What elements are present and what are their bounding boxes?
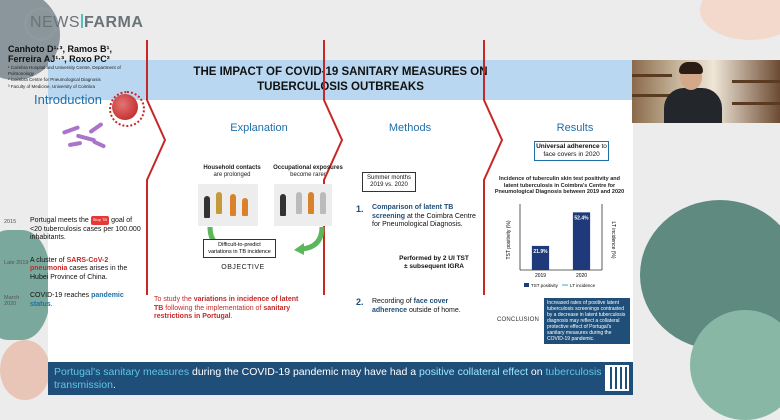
methods-item-1-sub: Performed by 2 UI TST ± subsequent IGRA [399,255,469,270]
timeline-year: Late 2019 [4,259,29,266]
logo-part2: FARMA [84,14,144,31]
methods-title: Methods [388,122,432,134]
household-label: Household contacts are prolonged [203,165,261,178]
results-bar-chart: TST positivity (%) LT incidence (%) 21.9… [506,204,616,288]
webcam-video-feed [632,60,780,123]
results-title: Results [556,122,594,134]
introduction-title: Introduction [34,92,102,107]
timeline-text: Portugal meets the Stop TB goal of <20 t… [30,216,141,241]
qr-code-icon[interactable] [605,365,629,391]
decor-circle-bottom-left [0,340,50,400]
stoptb-logo: Stop TB [90,216,110,225]
chart-bar-2019 [531,245,550,270]
methods-item-1-number: 1. [356,204,364,214]
legend-swatch-bar [524,283,529,287]
logo-separator [81,14,83,28]
chart-ylabel-left: TST positivity (%) [506,220,512,259]
speaker-hair [679,62,703,74]
newsfarma-logo: NEWS FARMA [24,7,143,41]
person-icon [320,192,326,214]
timeline-text: A cluster of SARS-CoV-2 pneumonia cases … [30,256,128,281]
affiliation-1: ¹ Coimbra Hospital and University Centre… [8,65,121,76]
universal-adherence-box: Universal adherence to face covers in 20… [534,141,609,161]
timeline-item: Late 2019 A cluster of SARS-CoV-2 pneumo… [4,257,144,283]
methods-item-2-number: 2. [356,297,364,307]
intro-timeline: 2015 Portugal meets the Stop TB goal of … [4,150,144,319]
speaker-torso [664,88,722,123]
poster-title-line2: TUBERCULOSIS OUTBREAKS [257,81,424,93]
coronavirus-icon [109,91,145,127]
authors-line1: Canhoto D¹·³, Ramos B¹, [8,44,112,54]
section-divider-1 [146,40,167,295]
conclusion-box: Increased rates of positive latent tuber… [544,298,630,344]
methods-item-2: Recording of face cover adherence outsid… [372,298,461,314]
household-illustration [198,184,258,226]
methods-item-1: Comparison of latent TB screening at the… [372,204,476,228]
person-icon [204,196,210,218]
summer-months-box: Summer months 2019 vs. 2020 [362,172,416,192]
chart-bar-2020 [572,212,591,270]
person-icon [216,192,222,214]
bacteria-icon [61,121,108,150]
poster-title-bar: THE IMPACT OF COVID-19 SANITARY MEASURES… [48,60,633,100]
legend-label-lt: LT incidence [570,283,596,288]
bottom-summary-bar: Portugal's sanitary measures during the … [48,362,633,395]
authors-line2: Ferreira AJ¹·³, Roxo PC² [8,54,110,64]
poster-title-line1: THE IMPACT OF COVID-19 SANITARY MEASURES… [193,66,488,78]
logo-ring-icon [24,7,58,41]
chart-bars: 21.9% 2019 52.4% 2020 [531,212,591,279]
person-icon [296,192,302,214]
legend-label-tst: TST positivity [531,283,559,288]
authors-block: Canhoto D¹·³, Ramos B¹, Ferreira AJ¹·³, … [8,44,140,89]
person-icon [230,194,236,216]
timeline-year: March 2020 [4,295,20,307]
logo-text: NEWS FARMA [30,14,143,32]
person-icon [308,192,314,214]
chart-data-label-2019: 21.9% [533,249,548,255]
person-icon [242,198,248,216]
difficult-to-predict-box: Difficult-to-predict variations in TB inc… [203,239,276,258]
chart-data-label-2020: 52.4% [574,215,589,221]
decor-circle-top-right [700,0,780,40]
chart-tick-label-2020: 2020 [576,273,587,279]
timeline-text: COVID-19 reaches pandemic status. [30,292,124,308]
chart-ylabel-right: LT incidence (%) [610,221,616,258]
decor-circle-left [0,230,50,340]
summary-text: Portugal's sanitary measures during the … [54,366,602,391]
occupational-illustration [274,184,332,226]
objective-heading: OBJECTIVE [221,264,265,271]
occupational-label: Occupational exposures become rarer [273,165,343,178]
affiliation-3: ³ Faculty of Medicine, University of Coi… [8,83,96,89]
timeline-item: 2015 Portugal meets the Stop TB goal of … [4,216,144,243]
chart-tick-label-2019: 2019 [535,273,546,279]
objective-text: To study the variations in incidence of … [154,296,299,320]
person-icon [280,194,286,216]
affiliation-2: ² Coimbra Centre for Pneumological Diagn… [8,77,101,82]
explanation-title: Explanation [230,122,288,134]
timeline-item: March 2020 COVID-19 reaches pandemic sta… [4,292,144,309]
logo-part1: NEWS [30,14,80,31]
timeline-year: 2015 [4,219,17,225]
section-divider-3 [483,40,504,295]
conclusion-label: CONCLUSION [497,317,540,323]
chart-caption: Incidence of tuberculin skin test positi… [494,176,625,195]
poster: THE IMPACT OF COVID-19 SANITARY MEASURES… [48,60,633,395]
